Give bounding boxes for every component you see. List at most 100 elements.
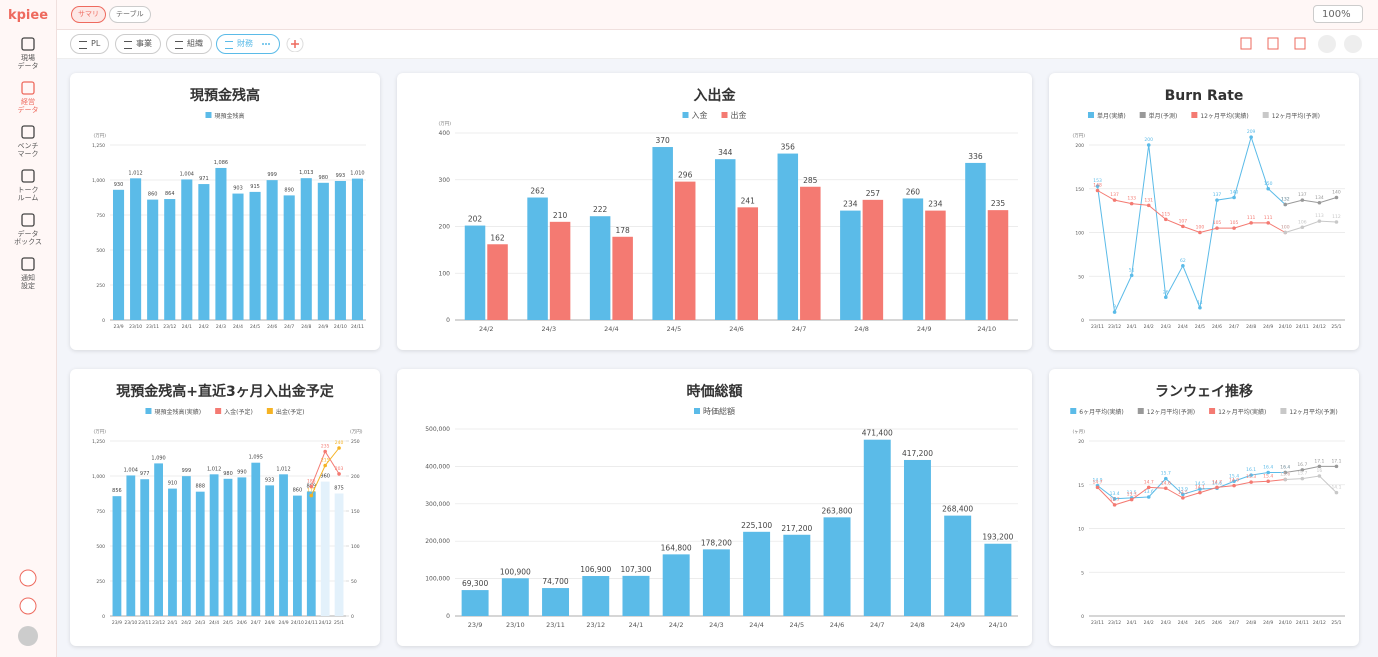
chart-card: 入出金 入金 出金 (万円) 0 100 200 300 400 24/2 24/3 24/4 24/5… <box>397 73 1032 350</box>
legend-label: 単月(予測) <box>1149 112 1178 120</box>
bar <box>501 578 529 616</box>
data-label: 910 <box>168 481 178 487</box>
data-label: 100 <box>1281 225 1290 231</box>
chart-title: 時価総額 <box>687 383 743 400</box>
y-tick-label: 500 <box>96 544 105 550</box>
x-tick-label: 24/8 <box>301 324 311 330</box>
data-label: 100 <box>1196 225 1205 231</box>
zoom-select[interactable]: 100% <box>1313 5 1363 23</box>
logo[interactable]: kpiee <box>7 8 49 23</box>
settings-icon[interactable] <box>19 569 37 587</box>
trash-icon[interactable] <box>1344 35 1362 53</box>
point <box>337 446 341 450</box>
point <box>1232 195 1236 200</box>
point <box>1095 188 1100 193</box>
x-tick-label: 23/12 <box>163 324 176 330</box>
bar <box>283 195 295 320</box>
x-tick-label: 24/2 <box>1144 620 1154 626</box>
more-dot[interactable] <box>268 43 270 45</box>
data-label: 150 <box>1264 181 1273 187</box>
point <box>1317 474 1322 478</box>
tool-icon[interactable] <box>1267 37 1279 50</box>
point <box>1164 476 1168 481</box>
legend-label: 入金 <box>692 110 708 120</box>
nav-item[interactable]: 経営 データ <box>0 80 56 114</box>
legend-label: 入金(予定) <box>224 408 253 416</box>
sheet-tab[interactable]: 組織 <box>166 34 212 54</box>
point <box>323 449 327 454</box>
sheet-tab[interactable]: PL <box>70 34 110 54</box>
data-label: 356 <box>781 143 796 152</box>
nav-item[interactable]: トーク ルーム <box>0 168 56 202</box>
nav-icon <box>21 169 35 183</box>
bar <box>987 210 1009 320</box>
bar <box>823 517 851 616</box>
x-tick-label: 24/6 <box>267 324 277 330</box>
point <box>1146 485 1151 490</box>
point <box>1198 490 1202 495</box>
chart-card: 現預金残高+直近3ヶ月入出金予定 現預金残高(実績) 入金(予定) 出金(予定) (万円… <box>70 369 380 646</box>
x-tick-label: 24/8 <box>265 620 275 626</box>
legend-swatch <box>145 408 152 414</box>
x-tick-label: 24/10 <box>1279 620 1292 626</box>
x-tick-label: 24/9 <box>318 324 328 330</box>
legend-label: 12ヶ月平均(実績) <box>1200 112 1248 120</box>
tool-icon[interactable] <box>1240 37 1252 50</box>
bar <box>582 576 610 616</box>
x-tick-label: 24/5 <box>1195 620 1205 626</box>
tool-icon[interactable] <box>1294 37 1306 50</box>
x-tick-label: 24/11 <box>305 620 318 626</box>
data-label: 12.7 <box>1110 497 1120 503</box>
data-label: 1,090 <box>151 455 165 461</box>
x-tick-label: 24/3 <box>195 620 205 626</box>
y2-tick-label: 0 <box>351 614 354 620</box>
data-label: 100 <box>1281 225 1290 231</box>
point <box>1112 310 1117 314</box>
data-label: 16.4 <box>1280 465 1290 471</box>
bar <box>181 476 191 616</box>
data-label: 217,200 <box>781 524 812 533</box>
chart: Burn Rate 単月(実績) 単月(予測) 12ヶ月平均(実績) 12ヶ月平均(予測… <box>1072 88 1345 330</box>
bell-icon[interactable] <box>19 597 37 615</box>
point <box>1232 226 1236 230</box>
data-label: 999 <box>182 468 192 474</box>
point <box>1232 479 1236 484</box>
data-label: 106 <box>1298 219 1307 225</box>
x-tick-label: 24/7 <box>1229 324 1239 330</box>
more-dot[interactable] <box>262 43 264 45</box>
nav-item[interactable]: ベンチ マーク <box>0 124 56 158</box>
line <box>1285 465 1337 473</box>
tab[interactable]: サマリ <box>71 6 106 23</box>
nav-item[interactable]: 通知 設定 <box>0 256 56 290</box>
data-label: 137 <box>1110 192 1119 198</box>
legend-swatch <box>1139 112 1146 118</box>
bar <box>549 221 571 320</box>
x-tick-label: 24/3 <box>542 325 557 333</box>
x-tick-label: 24/8 <box>910 621 925 629</box>
data-label: 1,004 <box>124 467 138 473</box>
bar <box>126 475 136 616</box>
nav-item[interactable]: 現場 データ <box>0 36 56 70</box>
y2-tick-label: 100 <box>351 544 360 550</box>
point <box>1095 485 1100 490</box>
legend-label: 出金 <box>731 110 747 120</box>
nav-label: トーク <box>17 186 39 194</box>
data-label: 930 <box>114 182 124 188</box>
sheet-tab[interactable]: 事業 <box>115 34 161 54</box>
data-label: 285 <box>803 176 818 185</box>
y-tick-label: 200 <box>439 224 451 231</box>
bar <box>527 197 548 320</box>
y-tick-label: 1,000 <box>92 178 105 184</box>
tab[interactable]: テーブル <box>109 6 151 23</box>
x-tick-label: 23/11 <box>138 620 151 626</box>
avatar[interactable] <box>18 626 38 646</box>
copy-icon[interactable] <box>1318 35 1336 53</box>
x-tick-label: 24/1 <box>1127 620 1137 626</box>
more-dot[interactable] <box>265 43 267 45</box>
nav-label: 設定 <box>21 282 35 290</box>
nav-item[interactable]: データ ボックス <box>0 212 56 246</box>
bar <box>223 478 233 616</box>
sheet-tab[interactable]: 財務 <box>216 34 280 54</box>
data-label: 13.4 <box>1110 491 1120 497</box>
line <box>1097 472 1286 500</box>
